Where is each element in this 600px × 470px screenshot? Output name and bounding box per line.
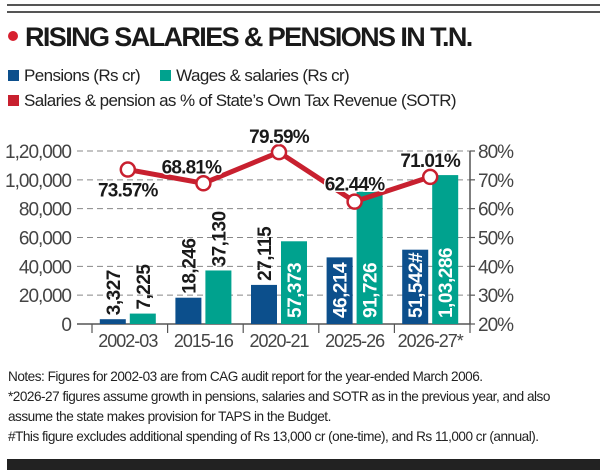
legend-label: Salaries & pension as % of State’s Own T… (24, 91, 457, 110)
x-tick-label: 2026-27* (398, 331, 464, 351)
legend-swatch-sotr (8, 95, 19, 107)
wage-bar (129, 313, 156, 324)
bar-value-label: 37,130 (209, 211, 230, 266)
y2-tick-label: 50% (478, 229, 514, 250)
legend-swatch-wages (160, 70, 172, 82)
y2-tick-label: 30% (478, 286, 514, 307)
note-line: assume the state makes provision for TAP… (8, 409, 331, 424)
sotr-point (421, 168, 439, 186)
wage-bar (432, 175, 459, 324)
legend-item-pensions: Pensions (Rs cr) (8, 66, 141, 85)
bar-value-label: 91,726 (361, 263, 382, 318)
y-tick-label: 80,000 (19, 200, 72, 221)
bottom-bar (7, 459, 600, 470)
y-tick-label: 40,000 (19, 257, 72, 278)
legend-swatch-pensions (8, 70, 19, 82)
y-tick-label: 1,00,000 (5, 171, 71, 192)
pension-bar (326, 257, 353, 324)
wage-bar (356, 191, 383, 324)
bar-value-label: 7,225 (134, 264, 155, 310)
y2-tick-label: 60% (478, 200, 514, 221)
bar-value-label: 46,214 (331, 262, 352, 318)
sotr-value-label: 71.01% (400, 151, 461, 172)
note-line: *2026-27 figures assume growth in pensio… (8, 389, 550, 404)
legend-label: Wages & salaries (Rs cr) (176, 66, 350, 85)
sotr-point (119, 161, 137, 178)
x-tick-label: 2002-03 (98, 331, 158, 351)
sotr-value-label: 73.57% (98, 181, 159, 202)
bar-value-label: 57,373 (285, 263, 306, 318)
chart-title: RISING SALARIES & PENSIONS IN T.N. (8, 22, 473, 53)
pension-bar (99, 319, 126, 324)
title-text: RISING SALARIES & PENSIONS IN T.N. (25, 22, 473, 52)
x-tick-label: 2020-21 (249, 331, 309, 351)
bar-value-label: 27,115 (255, 226, 276, 281)
sotr-point (195, 175, 212, 192)
y-tick-label: 0 (61, 315, 71, 336)
wage-bar (205, 270, 232, 324)
note-line: #This figure excludes additional spendin… (8, 429, 539, 444)
top-rule (7, 4, 600, 6)
note-line: Notes: Figures for 2002-03 are from CAG … (8, 369, 483, 384)
sotr-value-label: 79.59% (249, 127, 310, 148)
y2-tick-label: 80% (478, 142, 514, 163)
notes: Notes: Figures for 2002-03 are from CAG … (8, 367, 550, 447)
sotr-value-label: 68.81% (162, 157, 223, 178)
y2-tick-label: 40% (478, 257, 514, 278)
chart: 0 20% 20,000 30% 40,000 40% 60,000 50% 80,000 60%… (5, 126, 515, 351)
pension-bar (251, 284, 277, 324)
y2-tick-label: 70% (478, 171, 514, 192)
title-bullet-icon (8, 30, 18, 41)
y2-tick-label: 20% (478, 315, 514, 336)
y-tick-label: 20,000 (19, 286, 72, 307)
sotr-value-label: 62.44% (325, 175, 386, 196)
pension-bar (402, 249, 429, 324)
y-tick-label: 1,20,000 (5, 142, 71, 163)
legend-row: Pensions (Rs cr) Wages & salaries (Rs cr… (8, 66, 350, 86)
legend-item-sotr: Salaries & pension as % of State’s Own T… (8, 91, 457, 111)
sotr-point (346, 193, 363, 210)
sotr-point (270, 143, 288, 161)
bar-value-label: 51,542# (406, 252, 427, 318)
top-rule (7, 11, 600, 13)
bar-value-label: 3,327 (104, 270, 125, 315)
pension-bar (175, 297, 202, 324)
y-tick-label: 60,000 (19, 229, 72, 250)
wage-bar (281, 241, 307, 324)
bar-value-label: 18,246 (179, 239, 200, 294)
legend-label: Pensions (Rs cr) (24, 66, 141, 85)
bar-value-label: 1,03,286 (436, 248, 457, 318)
x-tick-label: 2025-26 (325, 331, 385, 351)
x-tick-label: 2015-16 (174, 331, 234, 351)
legend-item-wages: Wages & salaries (Rs cr) (160, 66, 350, 85)
